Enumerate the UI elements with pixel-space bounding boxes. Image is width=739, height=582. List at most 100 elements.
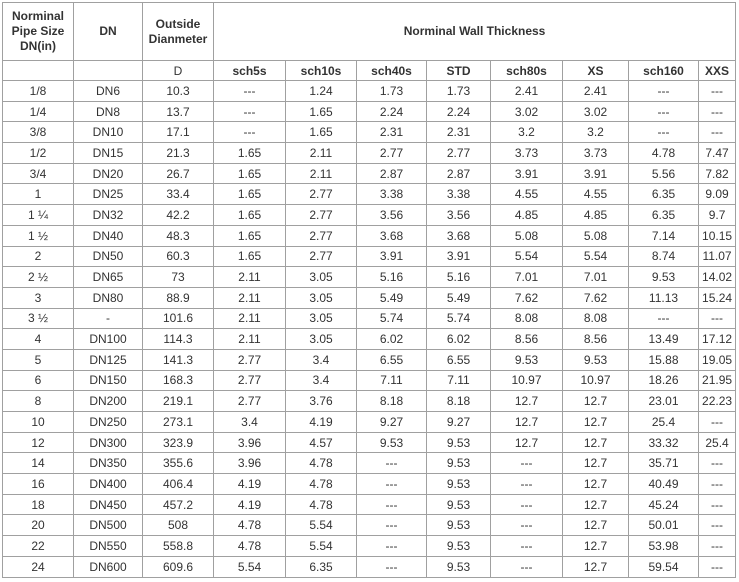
data-cell: 2.11	[285, 142, 357, 164]
data-cell: 4.78	[213, 514, 286, 537]
data-cell: 12.7	[562, 535, 629, 557]
data-cell: 2.11	[213, 328, 286, 350]
subheader-cell: sch5s	[213, 60, 286, 81]
subheader-cell: sch160	[628, 60, 699, 81]
data-cell: 20	[2, 514, 74, 537]
data-cell: 5.56	[628, 162, 699, 185]
data-cell: ---	[697, 535, 737, 557]
data-cell: 3.2	[490, 121, 563, 144]
data-row: 20 DN500 508 4.78 5.54 --- 9.53 --- 12.7 50.01 ---	[2, 514, 737, 537]
data-cell: ---	[628, 100, 699, 123]
data-cell: 1/8	[2, 80, 74, 102]
data-cell: 5.49	[356, 286, 427, 309]
data-row: 6 DN150 168.3 2.77 3.4 7.11 7.11 10.97 10.97 18.2…	[2, 369, 737, 392]
data-cell: DN50	[73, 245, 143, 268]
data-cell: 1.65	[285, 121, 357, 144]
data-cell: DN6	[73, 80, 143, 102]
data-cell: 3.02	[562, 100, 629, 123]
data-cell: DN10	[73, 121, 143, 144]
data-row: 1/2 DN15 21.3 1.65 2.11 2.77 2.77 3.73 3.73 4.78 7…	[2, 142, 737, 164]
data-cell: 2.31	[356, 121, 427, 144]
data-cell: DN550	[73, 535, 143, 557]
data-cell: ---	[356, 535, 427, 557]
data-cell: DN8	[73, 100, 143, 123]
data-cell: 3	[2, 286, 74, 309]
data-row: 3 DN80 88.9 2.11 3.05 5.49 5.49 7.62 7.62 11.13 15…	[2, 286, 737, 309]
data-cell: 19.05	[697, 348, 737, 371]
data-cell: ---	[356, 555, 427, 578]
data-cell: 114.3	[142, 328, 214, 350]
data-cell: 219.1	[142, 390, 214, 412]
data-cell: ---	[356, 473, 427, 495]
data-cell: 3.05	[285, 266, 357, 288]
data-cell: 2.41	[490, 80, 563, 102]
data-cell: 18	[2, 493, 74, 516]
data-row: 3/4 DN20 26.7 1.65 2.11 2.87 2.87 3.91 3.91 5.56 7…	[2, 162, 737, 185]
data-cell: 6.55	[356, 348, 427, 371]
data-cell: 508	[142, 514, 214, 537]
data-cell: ---	[697, 493, 737, 516]
data-cell: 4.85	[562, 204, 629, 226]
data-cell: 4	[2, 328, 74, 350]
data-cell: 6.35	[285, 555, 357, 578]
data-cell: DN65	[73, 266, 143, 288]
data-cell: 14	[2, 452, 74, 475]
data-cell: 3.96	[213, 431, 286, 454]
data-cell: 4.19	[213, 493, 286, 516]
data-cell: DN400	[73, 473, 143, 495]
data-cell: ---	[490, 452, 563, 475]
data-row: 1 DN25 33.4 1.65 2.77 3.38 3.38 4.55 4.55 6.35 9.0…	[2, 183, 737, 206]
data-cell: DN600	[73, 555, 143, 578]
data-cell: 1.65	[213, 204, 286, 226]
data-cell: 10.97	[562, 369, 629, 392]
data-cell: 4.55	[562, 183, 629, 206]
data-cell: 1 ¼	[2, 204, 74, 226]
data-cell: 7.14	[628, 224, 699, 247]
header-cell: DN	[73, 2, 143, 61]
data-cell: 22.23	[697, 390, 737, 412]
data-cell: ---	[697, 307, 737, 330]
data-cell: ---	[213, 80, 286, 102]
data-cell: 3.91	[426, 245, 491, 268]
data-cell: ---	[697, 452, 737, 475]
data-cell: 13.49	[628, 328, 699, 350]
data-cell: 3.05	[285, 286, 357, 309]
data-cell: 9.53	[490, 348, 563, 371]
data-cell: DN40	[73, 224, 143, 247]
data-cell: 59.54	[628, 555, 699, 578]
data-cell: 6.35	[628, 183, 699, 206]
data-cell: 558.8	[142, 535, 214, 557]
data-cell: 73	[142, 266, 214, 288]
data-cell: 40.49	[628, 473, 699, 495]
data-cell: 9.53	[426, 493, 491, 516]
data-row: 14 DN350 355.6 3.96 4.78 --- 9.53 --- 12.7 35.71-…	[2, 452, 737, 475]
data-cell: ---	[356, 452, 427, 475]
data-cell: 3.73	[490, 142, 563, 164]
data-cell: 3 ½	[2, 307, 74, 330]
data-cell: 5.54	[490, 245, 563, 268]
data-cell: 4.19	[285, 411, 357, 433]
data-cell: 9.09	[697, 183, 737, 206]
data-cell: 17.1	[142, 121, 214, 144]
data-cell: 1/4	[2, 100, 74, 123]
data-cell: DN80	[73, 286, 143, 309]
data-cell: 9.53	[426, 514, 491, 537]
data-cell: 7.62	[562, 286, 629, 309]
data-cell: 15.24	[697, 286, 737, 309]
data-cell: 5.08	[562, 224, 629, 247]
data-cell: DN500	[73, 514, 143, 537]
data-cell: 2.77	[356, 142, 427, 164]
data-cell: DN300	[73, 431, 143, 454]
data-cell: 1	[2, 183, 74, 206]
data-cell: 4.19	[213, 473, 286, 495]
data-cell: 5.74	[356, 307, 427, 330]
data-row: 3/8 DN10 17.1 --- 1.65 2.31 2.31 3.2 3.2 --- ---	[2, 121, 737, 144]
data-cell: 609.6	[142, 555, 214, 578]
data-cell: 2.24	[426, 100, 491, 123]
data-cell: 4.55	[490, 183, 563, 206]
data-cell: 2.87	[356, 162, 427, 185]
data-cell: 9.53	[426, 555, 491, 578]
